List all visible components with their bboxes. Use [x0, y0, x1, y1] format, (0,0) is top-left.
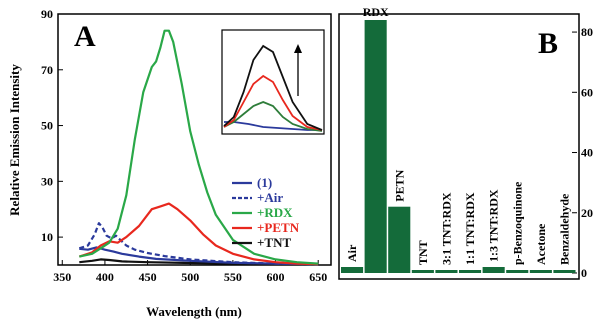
bar-label-1-1-tnt-rdx: 1:1 TNT:RDX: [463, 192, 477, 265]
panel-a-letter: A: [74, 20, 96, 53]
panel-b-letter: B: [538, 27, 558, 60]
y-tick-label: 30: [41, 174, 53, 188]
legend-label-rdx: +RDX: [257, 205, 293, 220]
series-line-1: [79, 246, 319, 266]
inset-series-line: [224, 121, 322, 131]
bar-label-acetone: Acetone: [534, 223, 548, 265]
bar-label-3-1-tnt-rdx: 3:1 TNT:RDX: [439, 192, 453, 265]
x-tick-label: 350: [53, 270, 71, 284]
inset-arrow: [294, 44, 302, 96]
legend-label-petn: +PETN: [257, 220, 300, 235]
b-y-tick-label: 40: [581, 146, 593, 160]
inset-series-line: [223, 44, 323, 131]
x-tick-label: 550: [224, 270, 242, 284]
panel-b-axis: 0 20 40 60 80: [572, 25, 593, 280]
x-tick-label: 600: [267, 270, 285, 284]
x-tick-label: 400: [96, 270, 114, 284]
panel-a-axes: 350 400 450 500 550 600 650 10 30 50 70 90: [41, 7, 327, 284]
panel-b-bar-chart: 0 20 40 60 80 Air RDX PETN TNT 3:1 TNT:RDX 1:1 TN…: [338, 5, 593, 280]
b-y-tick-label: 0: [581, 266, 587, 280]
bar-label-p-benzoquinone: p-Benzoquinone: [510, 181, 524, 265]
bar-1-1-tnt-rdx: [459, 270, 482, 273]
bar-1-3-tnt-rdx: [482, 267, 505, 273]
legend-label-air: +Air: [257, 190, 283, 205]
bar-label-tnt: TNT: [416, 240, 430, 265]
bar-air: [341, 267, 364, 273]
bar-label-petn: PETN: [392, 169, 406, 201]
inset-series-line: [223, 74, 323, 131]
x-tick-label: 450: [139, 270, 157, 284]
x-tick-label: 500: [181, 270, 199, 284]
b-y-tick-label: 60: [581, 85, 593, 99]
bar-3-1-tnt-rdx: [435, 270, 458, 273]
y-tick-label: 90: [41, 7, 53, 21]
bar-rdx: [364, 20, 387, 273]
panel-a-line-chart: 350 400 450 500 550 600 650 10 30 50 70 90 A Wavele…: [7, 7, 332, 319]
legend-label-tnt: +TNT: [257, 235, 291, 250]
bar-acetone: [529, 270, 552, 273]
inset-series: [223, 44, 323, 132]
panel-a-x-axis-title: Wavelength (nm): [146, 304, 242, 319]
x-tick-label: 650: [309, 270, 327, 284]
panel-b-bars: [341, 20, 576, 273]
inset-series-line: [223, 101, 323, 132]
bar-tnt: [411, 270, 434, 273]
y-tick-label: 10: [41, 230, 53, 244]
b-y-tick-label: 80: [581, 25, 593, 39]
y-tick-label: 50: [41, 119, 53, 133]
legend-label-1: (1): [257, 175, 272, 190]
panel-b-bar-labels: Air RDX PETN TNT 3:1 TNT:RDX 1:1 TNT:RDX 1:3 T…: [345, 5, 571, 265]
panel-a-y-axis-title: Relative Emission Intensity: [7, 64, 22, 216]
panel-a-legend: (1)+Air+RDX+PETN+TNT: [232, 175, 300, 250]
panel-b-plot-frame: [338, 13, 580, 280]
y-tick-label: 70: [41, 63, 53, 77]
bar-label-air: Air: [345, 244, 359, 262]
bar-benzaldehyde: [553, 270, 576, 273]
bar-petn: [388, 206, 411, 273]
panel-a-inset: [221, 29, 325, 135]
panel-a-plot-frame: [57, 13, 332, 266]
bar-p-benzoquinone: [506, 270, 529, 273]
bar-label-benzaldehyde: Benzaldehyde: [557, 193, 571, 265]
bar-label-rdx: RDX: [363, 5, 389, 19]
bar-label-1-3-tnt-rdx: 1:3 TNT:RDX: [487, 189, 501, 262]
b-y-tick-label: 20: [581, 206, 593, 220]
